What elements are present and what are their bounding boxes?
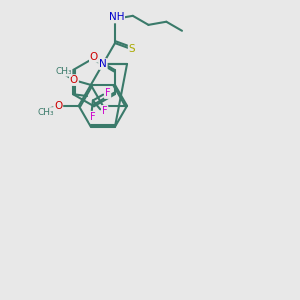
- Text: NH: NH: [109, 13, 124, 22]
- Text: CH₃: CH₃: [38, 108, 55, 117]
- Text: N: N: [99, 59, 107, 69]
- Text: F: F: [90, 112, 96, 122]
- Text: F: F: [102, 106, 107, 116]
- Text: S: S: [129, 44, 135, 54]
- Text: O: O: [90, 52, 98, 62]
- Text: O: O: [70, 75, 78, 85]
- Text: O: O: [54, 101, 62, 111]
- Text: CH₃: CH₃: [55, 67, 72, 76]
- Text: F: F: [105, 88, 110, 98]
